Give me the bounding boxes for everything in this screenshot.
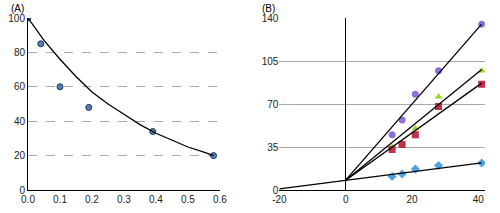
svg-text:0: 0 bbox=[19, 185, 25, 196]
svg-text:20: 20 bbox=[406, 194, 418, 205]
svg-text:(B): (B) bbox=[262, 3, 275, 14]
svg-text:70: 70 bbox=[267, 99, 279, 110]
svg-text:105: 105 bbox=[262, 56, 279, 67]
svg-text:-20: -20 bbox=[272, 194, 287, 205]
svg-text:100: 100 bbox=[8, 13, 25, 24]
svg-text:60: 60 bbox=[14, 81, 26, 92]
svg-text:0.4: 0.4 bbox=[149, 194, 163, 205]
svg-text:0.6: 0.6 bbox=[213, 194, 227, 205]
svg-text:80: 80 bbox=[14, 47, 26, 58]
svg-text:(A): (A) bbox=[11, 3, 24, 14]
svg-text:0.0: 0.0 bbox=[21, 194, 35, 205]
svg-text:35: 35 bbox=[267, 142, 279, 153]
svg-text:40: 40 bbox=[473, 194, 485, 205]
svg-text:20: 20 bbox=[14, 150, 26, 161]
svg-text:40: 40 bbox=[14, 116, 26, 127]
svg-text:0: 0 bbox=[343, 194, 349, 205]
svg-text:0.2: 0.2 bbox=[85, 194, 99, 205]
svg-text:0.3: 0.3 bbox=[117, 194, 131, 205]
svg-text:0.1: 0.1 bbox=[53, 194, 67, 205]
svg-text:0.5: 0.5 bbox=[181, 194, 195, 205]
svg-text:0: 0 bbox=[273, 185, 279, 196]
svg-text:140: 140 bbox=[262, 13, 279, 24]
